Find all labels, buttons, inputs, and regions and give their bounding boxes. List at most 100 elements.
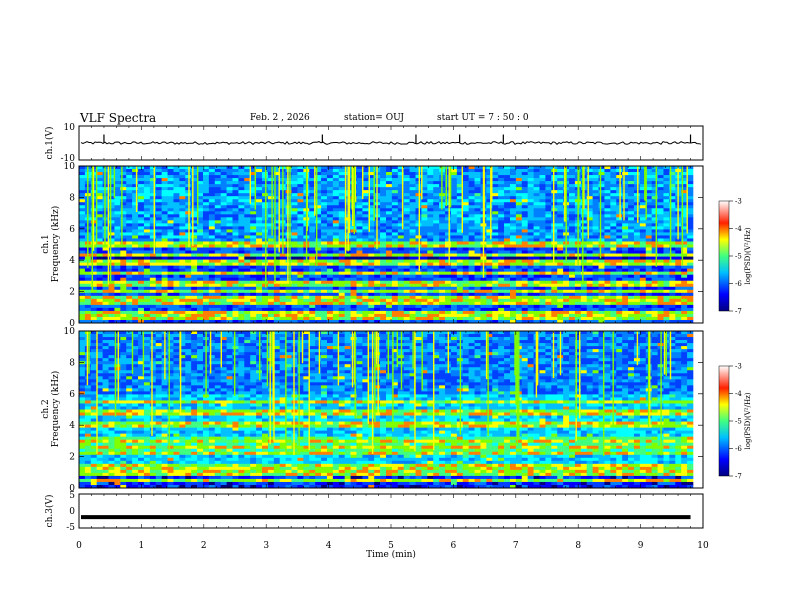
spectrogram-cell	[79, 298, 86, 303]
spectrogram-cell	[504, 199, 511, 203]
spectrogram-cell	[179, 295, 186, 300]
spectrogram-cell	[450, 172, 458, 176]
spectrogram-cell	[616, 259, 623, 263]
spectrogram-cell	[303, 289, 310, 294]
spectrogram-cell	[126, 172, 133, 176]
spectrogram-cell	[403, 241, 410, 245]
spectrogram-cell	[344, 292, 351, 297]
spectrogram-cell	[297, 181, 304, 185]
spectrogram-cell	[191, 289, 198, 294]
spectrogram-cell	[250, 172, 257, 176]
spectrogram-cell	[563, 301, 570, 306]
spectrogram-cell	[439, 280, 446, 285]
spectrogram-cell	[332, 265, 340, 269]
spectrogram-cell	[332, 241, 340, 245]
spectrogram-cell	[592, 289, 599, 294]
spectrogram-cell	[197, 250, 204, 254]
spectrogram-cell	[321, 295, 328, 300]
spectrogram-cell	[244, 223, 251, 227]
spectrogram-cell	[226, 208, 233, 212]
spectrogram-cell	[468, 229, 475, 233]
spectrogram-cell	[551, 250, 558, 254]
spectrogram-cell	[114, 208, 121, 212]
spectrogram-cell	[622, 223, 629, 227]
spectrogram-cell	[563, 286, 570, 291]
spectrogram-cell	[551, 229, 558, 233]
spectrogram-cell	[545, 181, 552, 185]
spectrogram-cell	[173, 313, 180, 318]
spectrogram-cell	[515, 316, 523, 321]
spectrogram-cell	[533, 193, 540, 197]
spectrogram-cell	[273, 307, 281, 312]
spectrogram-cell	[551, 238, 558, 242]
spectrogram-cell	[138, 238, 145, 242]
spectrogram-cell	[551, 256, 558, 260]
spectrogram-cell	[202, 262, 210, 266]
spectrogram-cell	[598, 184, 605, 188]
spectrogram-cell	[179, 196, 186, 200]
spectrogram-cell	[214, 208, 221, 212]
spectrogram-cell	[628, 184, 635, 188]
spectrogram-cell	[474, 217, 481, 221]
spectrogram-cell	[574, 295, 582, 300]
spectrogram-cell	[386, 184, 393, 188]
spectrogram-cell	[79, 280, 86, 285]
spectrogram-cell	[539, 241, 546, 245]
spectrogram-cell	[126, 208, 133, 212]
spectrogram-cell	[474, 253, 481, 257]
spectrogram-cell	[149, 247, 157, 251]
spectrogram-cell	[214, 217, 221, 221]
spectrogram-cell	[539, 199, 546, 203]
spectrogram-cell	[468, 244, 475, 248]
spectrogram-cell	[102, 289, 109, 294]
spectrogram-cell	[191, 211, 198, 215]
spectrogram-cell	[84, 301, 92, 306]
spectrogram-cell	[474, 184, 481, 188]
spectrogram-cell	[273, 301, 281, 306]
spectrogram-cell	[622, 259, 629, 263]
spectrogram-cell	[326, 259, 334, 263]
spectrogram-cell	[208, 181, 216, 185]
spectrogram-cell	[580, 235, 588, 239]
spectrogram-cell	[202, 229, 210, 233]
spectrogram-cell	[108, 229, 115, 233]
spectrogram-cell	[450, 286, 458, 291]
spectrogram-cell	[433, 256, 440, 260]
spectrogram-cell	[214, 262, 221, 266]
spectrogram-cell	[279, 280, 286, 285]
spectrogram-cell	[191, 316, 198, 321]
spectrogram-cell	[102, 226, 109, 230]
spectrogram-cell	[462, 229, 469, 233]
spectrogram-cell	[102, 205, 109, 209]
spectrogram-cell	[445, 307, 452, 312]
spectrogram-cell	[149, 184, 157, 188]
spectrogram-cell	[197, 214, 204, 218]
spectrogram-cell	[445, 217, 452, 221]
spectrogram-cell	[421, 214, 428, 218]
spectrogram-cell	[138, 259, 145, 263]
spectrogram-cell	[362, 292, 369, 297]
spectrogram-cell	[214, 292, 221, 297]
spectrogram-cell	[96, 256, 103, 260]
spectrogram-cell	[433, 223, 440, 227]
spectrogram-cell	[250, 232, 257, 236]
spectrogram-cell	[616, 220, 623, 224]
spectrogram-cell	[527, 313, 534, 318]
spectrogram-cell	[226, 298, 233, 303]
spectrogram-cell	[409, 307, 416, 312]
spectrogram-cell	[486, 289, 493, 294]
spectrogram-cell	[551, 199, 558, 203]
spectrogram-cell	[427, 286, 434, 291]
spectrogram-cell	[173, 169, 180, 173]
spectrogram-cell	[504, 223, 511, 227]
spectrogram-cell	[504, 178, 511, 182]
spectrogram-cell	[362, 196, 369, 200]
spectrogram-cell	[185, 286, 192, 291]
spectrogram-cell	[368, 274, 375, 279]
spectrogram-cell	[445, 316, 452, 321]
spectrogram-cell	[226, 304, 233, 309]
spectrogram-cell	[610, 268, 617, 272]
spectrogram-cell	[439, 271, 446, 275]
spectrogram-cell	[557, 205, 564, 209]
spectrogram-cell	[474, 283, 481, 288]
